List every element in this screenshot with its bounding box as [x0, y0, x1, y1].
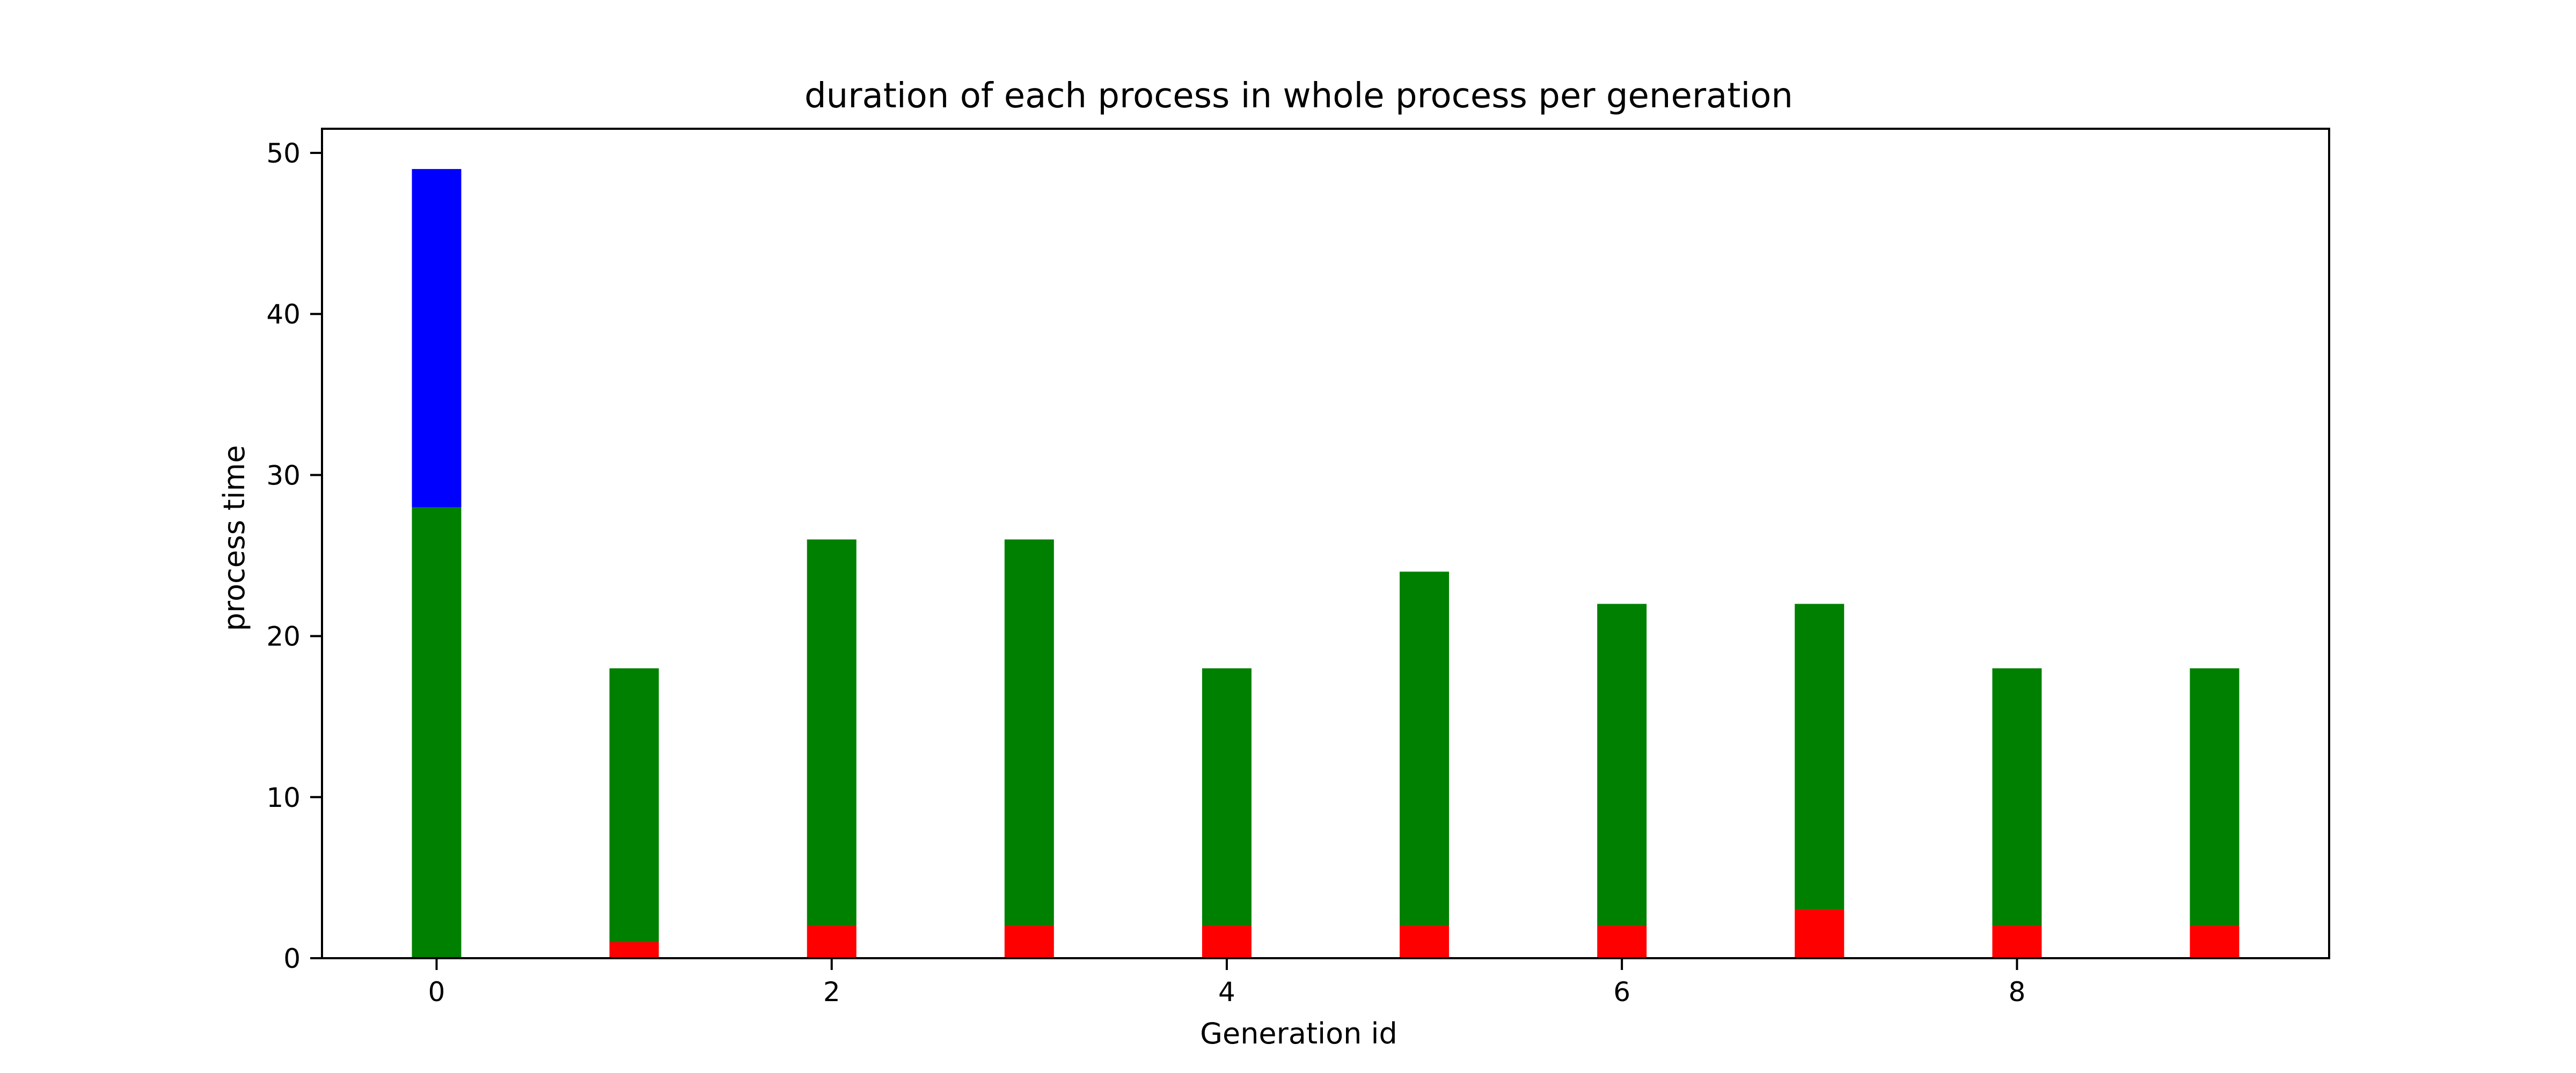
- bar-segment-series2-gen-0: [412, 169, 462, 508]
- bar-segment-series0-gen-2: [807, 925, 857, 958]
- bar-segment-series0-gen-1: [609, 942, 659, 958]
- x-axis: 0 2 4 6 8: [428, 958, 2025, 1008]
- bar-segment-series0-gen-8: [1992, 925, 2042, 958]
- x-tick-label-4: 4: [1218, 976, 1235, 1008]
- bar-segment-series1-gen-3: [1004, 539, 1054, 926]
- bars-group: [412, 169, 2240, 958]
- y-tick-label-0: 0: [283, 943, 301, 974]
- bar-segment-series0-gen-4: [1202, 925, 1252, 958]
- y-tick-label-30: 30: [266, 460, 301, 491]
- bar-segment-series0-gen-5: [1400, 925, 1450, 958]
- y-tick-label-40: 40: [266, 299, 301, 330]
- chart-title: duration of each process in whole proces…: [804, 76, 1793, 116]
- y-tick-label-10: 10: [266, 782, 301, 813]
- bar-segment-series0-gen-6: [1597, 925, 1647, 958]
- plot-frame: [321, 128, 2330, 959]
- x-tick-label-2: 2: [823, 976, 840, 1008]
- y-tick-label-20: 20: [266, 621, 301, 652]
- bar-segment-series1-gen-1: [609, 668, 659, 942]
- y-axis: 0 10 20 30 40 50: [266, 138, 322, 974]
- x-tick-label-8: 8: [2008, 976, 2025, 1008]
- bar-segment-series1-gen-8: [1992, 668, 2042, 926]
- bar-segment-series0-gen-7: [1795, 909, 1845, 958]
- x-tick-label-0: 0: [428, 976, 445, 1008]
- bar-segment-series0-gen-9: [2190, 925, 2240, 958]
- bar-segment-series1-gen-2: [807, 539, 857, 926]
- bar-segment-series1-gen-7: [1795, 604, 1845, 910]
- y-tick-label-50: 50: [266, 138, 301, 169]
- x-tick-label-6: 6: [1613, 976, 1630, 1008]
- bar-segment-series0-gen-3: [1004, 925, 1054, 958]
- x-axis-label: Generation id: [1200, 1017, 1397, 1050]
- bar-segment-series1-gen-0: [412, 507, 462, 958]
- bar-segment-series1-gen-6: [1597, 604, 1647, 926]
- y-axis-label: process time: [217, 445, 251, 631]
- bar-segment-series1-gen-5: [1400, 571, 1450, 926]
- bar-segment-series1-gen-9: [2190, 668, 2240, 926]
- bar-segment-series1-gen-4: [1202, 668, 1252, 926]
